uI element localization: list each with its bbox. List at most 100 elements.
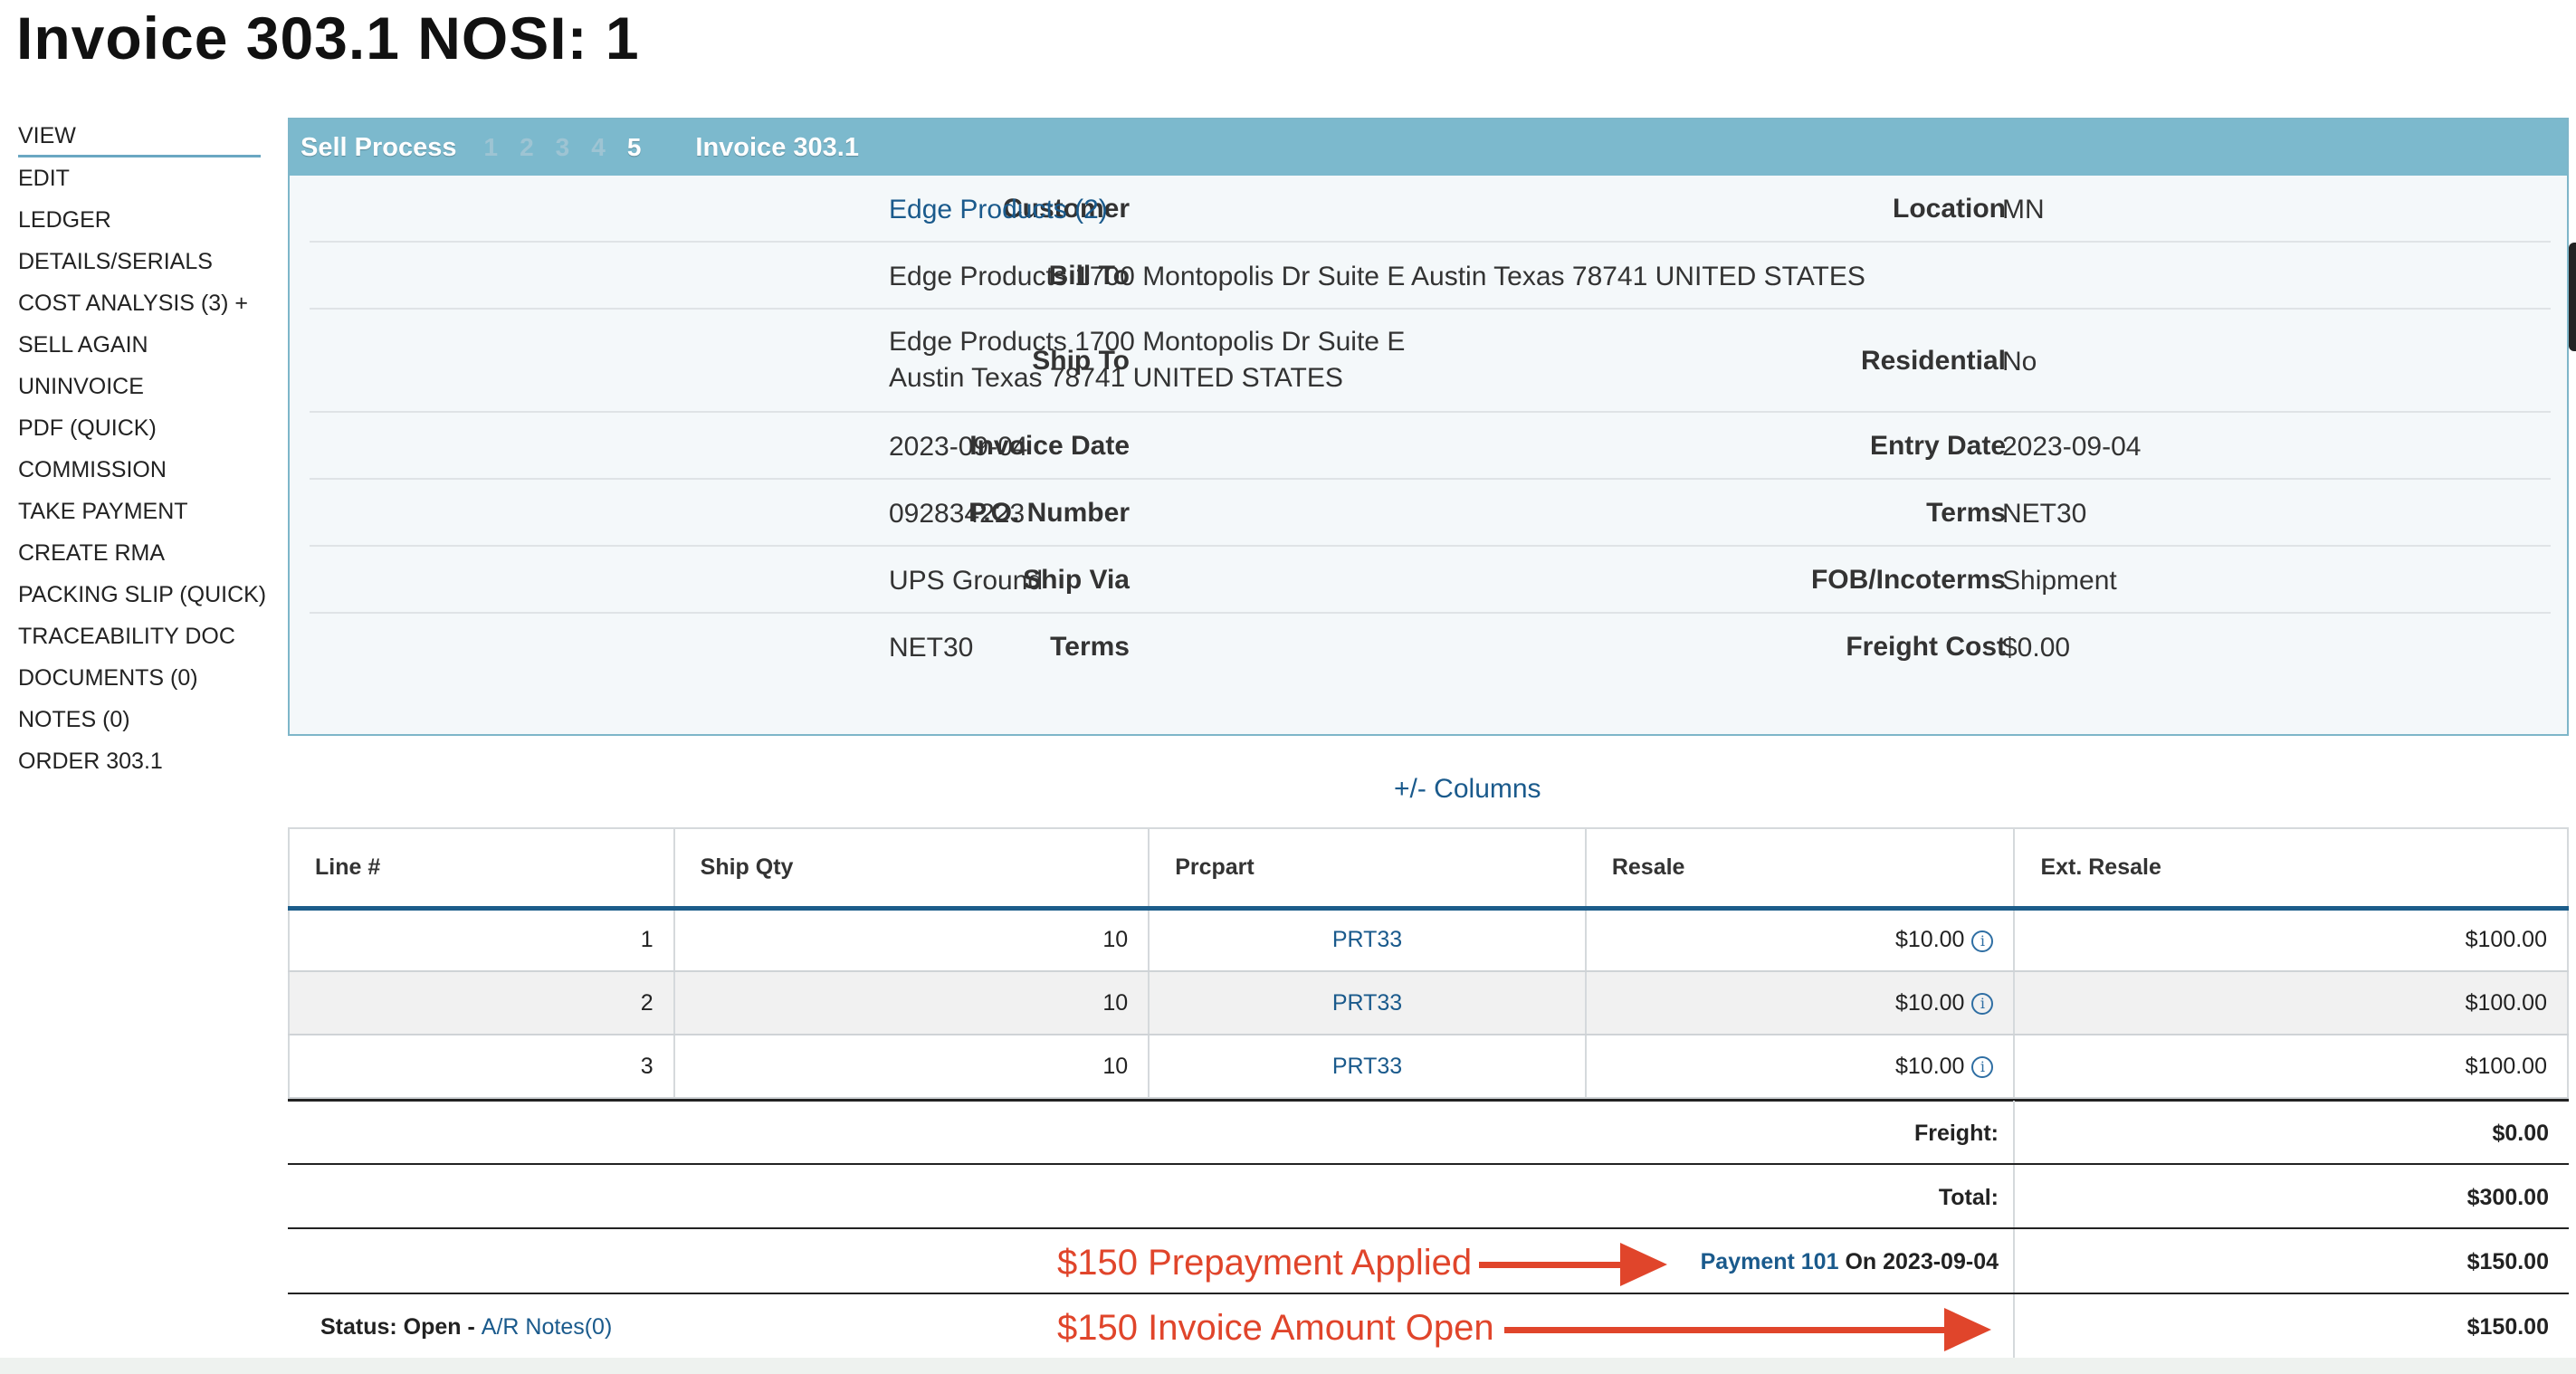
table-header-row: Line # Ship Qty Prcpart Resale Ext. Resa…	[288, 827, 2569, 911]
step-2-link[interactable]: 2	[520, 133, 534, 161]
step-4-link[interactable]: 4	[591, 133, 606, 161]
line-number-cell: 1	[288, 908, 675, 972]
sidebar-item-notes[interactable]: NOTES (0)	[18, 707, 130, 732]
payment-link[interactable]: Payment 101	[1700, 1249, 1839, 1274]
table-row: 3 10 PRT33 $10.00 i $100.00	[288, 1035, 2569, 1099]
sidebar-item-details-serials[interactable]: DETAILS/SERIALS	[18, 249, 213, 274]
sidebar-item-take-payment[interactable]: TAKE PAYMENT	[18, 499, 188, 524]
open-amount: $150.00	[2466, 1314, 2549, 1340]
ship-to-label: Ship To	[1032, 346, 1130, 376]
table-row: 1 10 PRT33 $10.00 i $100.00	[288, 908, 2569, 972]
column-header-ext-resale[interactable]: Ext. Resale	[2013, 827, 2569, 911]
open-amount-arrow-line	[1504, 1327, 1948, 1333]
step-1-link[interactable]: 1	[483, 133, 499, 161]
sidebar-item-cost-analysis[interactable]: COST ANALYSIS (3) +	[18, 291, 249, 316]
status-label: Status: Open -	[320, 1314, 475, 1340]
resale-cell: $10.00 i	[1584, 971, 2016, 1035]
sidebar-item-order[interactable]: ORDER 303.1	[18, 749, 163, 774]
bill-to-row: Bill To Edge Products 1700 Montopolis Dr…	[310, 243, 2551, 310]
page-title: Invoice 303.1 NOSI: 1	[16, 5, 640, 72]
terms-left-label: Terms	[1050, 632, 1130, 662]
freight-label: Freight:	[1913, 1121, 1999, 1146]
freight-cost-label: Freight Cost	[1846, 632, 2006, 662]
sidebar-item-sell-again[interactable]: SELL AGAIN	[18, 332, 148, 358]
customer-row: Customer Edge Products (2) Location MN	[310, 176, 2551, 243]
prepayment-annotation: $150 Prepayment Applied	[1057, 1243, 1473, 1283]
part-link[interactable]: PRT33	[1331, 989, 1403, 1016]
fob-label: FOB/Incoterms	[1810, 565, 2006, 595]
freight-value: $0.00	[2492, 1121, 2549, 1146]
customer-label: Customer	[1002, 194, 1130, 224]
fob-value: Shipment	[2002, 566, 2117, 596]
ship-to-row: Ship To Edge Products 1700 Montopolis Dr…	[310, 310, 2551, 413]
ext-resale-cell: $100.00	[2013, 971, 2569, 1035]
po-row: P.O. Number 092834223 Terms NET30	[310, 480, 2551, 547]
step-3-link[interactable]: 3	[555, 133, 570, 161]
sidebar-item-create-rma[interactable]: CREATE RMA	[18, 540, 166, 566]
columns-toggle-link[interactable]: +/- Columns	[1394, 774, 1541, 804]
summary-divider	[2013, 1294, 2015, 1358]
customer-link[interactable]: Edge Products (2)	[889, 195, 1108, 224]
ext-resale-cell: $100.00	[2013, 1035, 2569, 1099]
entry-date-value: 2023-09-04	[2002, 432, 2142, 462]
summary-divider	[2013, 1101, 2015, 1164]
total-value: $300.00	[2466, 1185, 2549, 1210]
summary-divider	[2013, 1229, 2015, 1293]
column-header-line[interactable]: Line #	[288, 827, 675, 911]
table-row: 2 10 PRT33 $10.00 i $100.00	[288, 971, 2569, 1035]
resale-value: $10.00	[1894, 1053, 1965, 1079]
resale-cell: $10.00 i	[1584, 1035, 2016, 1099]
sidebar-item-commission[interactable]: COMMISSION	[18, 457, 167, 482]
bill-to-label: Bill To	[1048, 261, 1130, 291]
sidebar-item-uninvoice[interactable]: UNINVOICE	[18, 374, 144, 399]
part-link[interactable]: PRT33	[1331, 927, 1403, 953]
po-number-label: P.O. Number	[968, 498, 1130, 528]
ar-notes-link[interactable]: A/R Notes(0)	[481, 1314, 613, 1340]
sidebar-item-view[interactable]: VIEW	[18, 116, 261, 157]
sidebar-item-documents[interactable]: DOCUMENTS (0)	[18, 665, 198, 691]
scrollbar-handle[interactable]	[2569, 243, 2576, 351]
prepayment-arrow-head	[1620, 1243, 1667, 1286]
line-number-cell: 3	[288, 1035, 675, 1099]
freight-divider	[288, 1163, 2569, 1165]
resale-cell: $10.00 i	[1584, 908, 2016, 972]
freight-cost-value: $0.00	[2002, 633, 2071, 663]
sidebar-item-edit[interactable]: EDIT	[18, 166, 70, 191]
invoice-date-value: 2023-09-04	[889, 432, 1028, 462]
prepayment-arrow-line	[1479, 1262, 1624, 1268]
location-label: Location	[1893, 194, 2006, 224]
sell-process-title: Sell Process	[301, 132, 457, 162]
residential-value: No	[2002, 347, 2037, 377]
terms-label: Terms	[1926, 498, 2006, 528]
info-icon[interactable]: i	[1971, 1055, 1994, 1078]
status-summary-row: Status: Open - A/R Notes(0) $150.00	[288, 1294, 2569, 1358]
footer-band	[0, 1358, 2576, 1374]
invoice-date-label: Invoice Date	[969, 431, 1130, 461]
invoice-header-panel: Sell Process 1 2 3 4 5 Invoice 303.1 Cus…	[288, 118, 2569, 736]
total-label: Total:	[1938, 1185, 1999, 1210]
freight-summary-row: Freight: $0.00	[288, 1101, 2569, 1164]
part-link[interactable]: PRT33	[1331, 1053, 1403, 1079]
payment-summary-row: Payment 101 On 2023-09-04 $150.00	[288, 1229, 2569, 1293]
column-header-ship-qty[interactable]: Ship Qty	[673, 827, 1150, 911]
prcpart-cell: PRT33	[1148, 971, 1587, 1035]
column-header-prcpart[interactable]: Prcpart	[1148, 827, 1587, 911]
sidebar-item-traceability-doc[interactable]: TRACEABILITY DOC	[18, 624, 235, 649]
ship-via-row: Ship Via UPS Ground FOB/Incoterms Shipme…	[310, 547, 2551, 614]
info-icon[interactable]: i	[1971, 992, 1994, 1015]
location-value: MN	[2002, 195, 2045, 224]
open-amount-annotation: $150 Invoice Amount Open	[1057, 1308, 1494, 1348]
column-header-resale[interactable]: Resale	[1584, 827, 2016, 911]
table-bottom-divider	[288, 1099, 2569, 1102]
sidebar-item-packing-slip[interactable]: PACKING SLIP (QUICK)	[18, 582, 267, 607]
sidebar-item-pdf-quick[interactable]: PDF (QUICK)	[18, 415, 157, 441]
total-summary-row: Total: $300.00	[288, 1165, 2569, 1228]
invoice-ref: Invoice 303.1	[695, 132, 859, 162]
residential-label: Residential	[1860, 346, 2006, 376]
prcpart-cell: PRT33	[1148, 1035, 1587, 1099]
ship-qty-cell: 10	[673, 1035, 1150, 1099]
prcpart-cell: PRT33	[1148, 908, 1587, 972]
resale-value: $10.00	[1894, 989, 1965, 1016]
sidebar-item-ledger[interactable]: LEDGER	[18, 207, 111, 233]
info-icon[interactable]: i	[1971, 930, 1994, 952]
